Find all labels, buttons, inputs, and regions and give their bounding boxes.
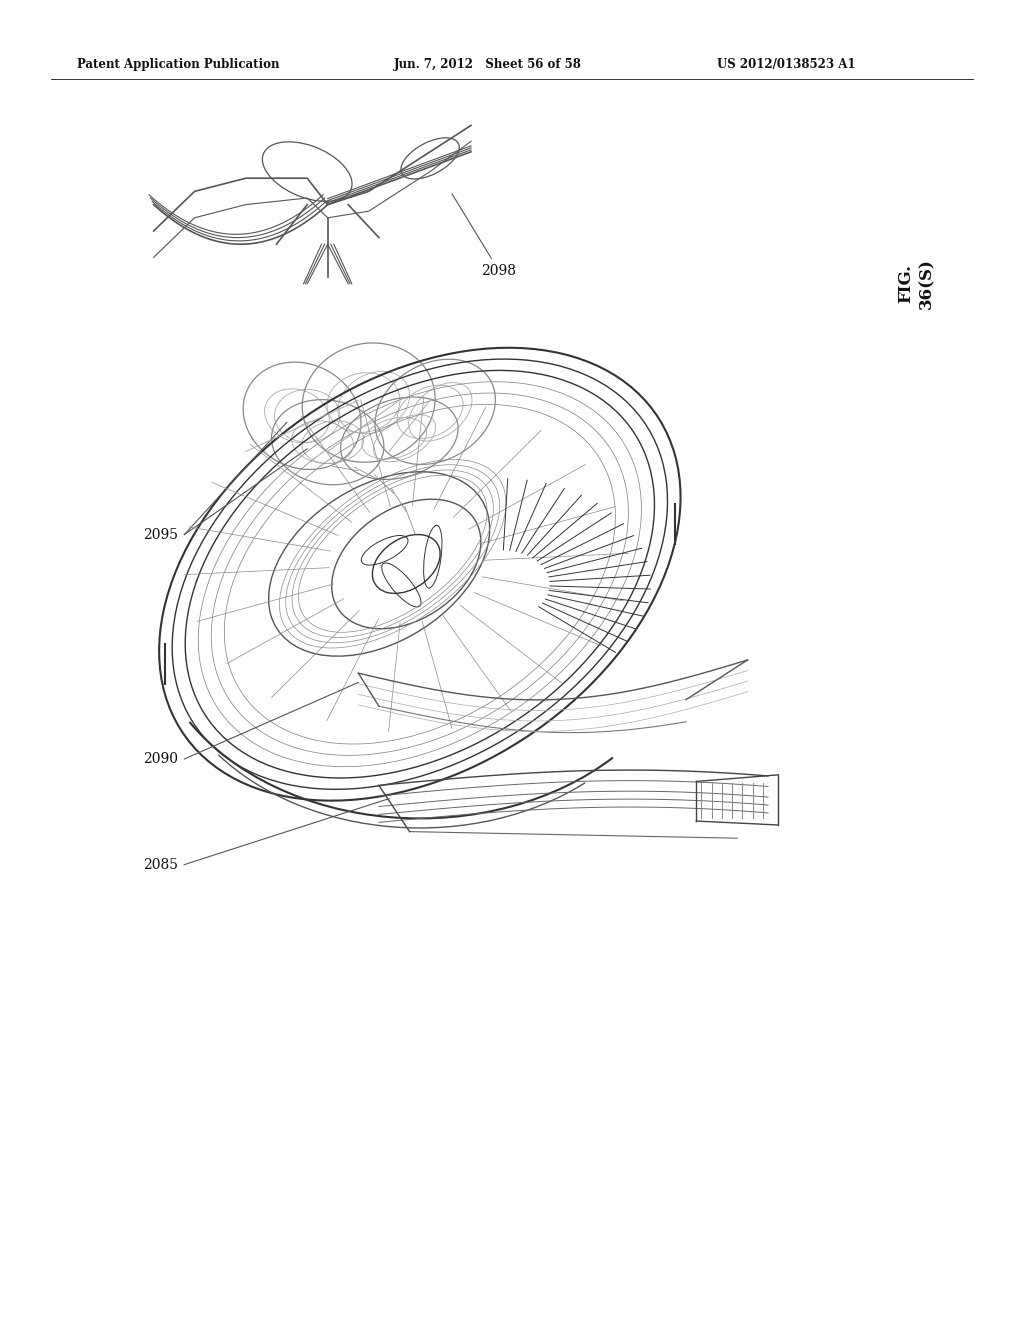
Text: 2085: 2085 [143, 858, 178, 871]
Text: 2098: 2098 [452, 194, 516, 277]
Text: Patent Application Publication: Patent Application Publication [77, 58, 280, 71]
Text: 2090: 2090 [143, 752, 178, 766]
Text: 2095: 2095 [143, 528, 178, 541]
Text: Jun. 7, 2012   Sheet 56 of 58: Jun. 7, 2012 Sheet 56 of 58 [394, 58, 582, 71]
Text: US 2012/0138523 A1: US 2012/0138523 A1 [717, 58, 855, 71]
Text: FIG.
36(S): FIG. 36(S) [897, 259, 936, 309]
